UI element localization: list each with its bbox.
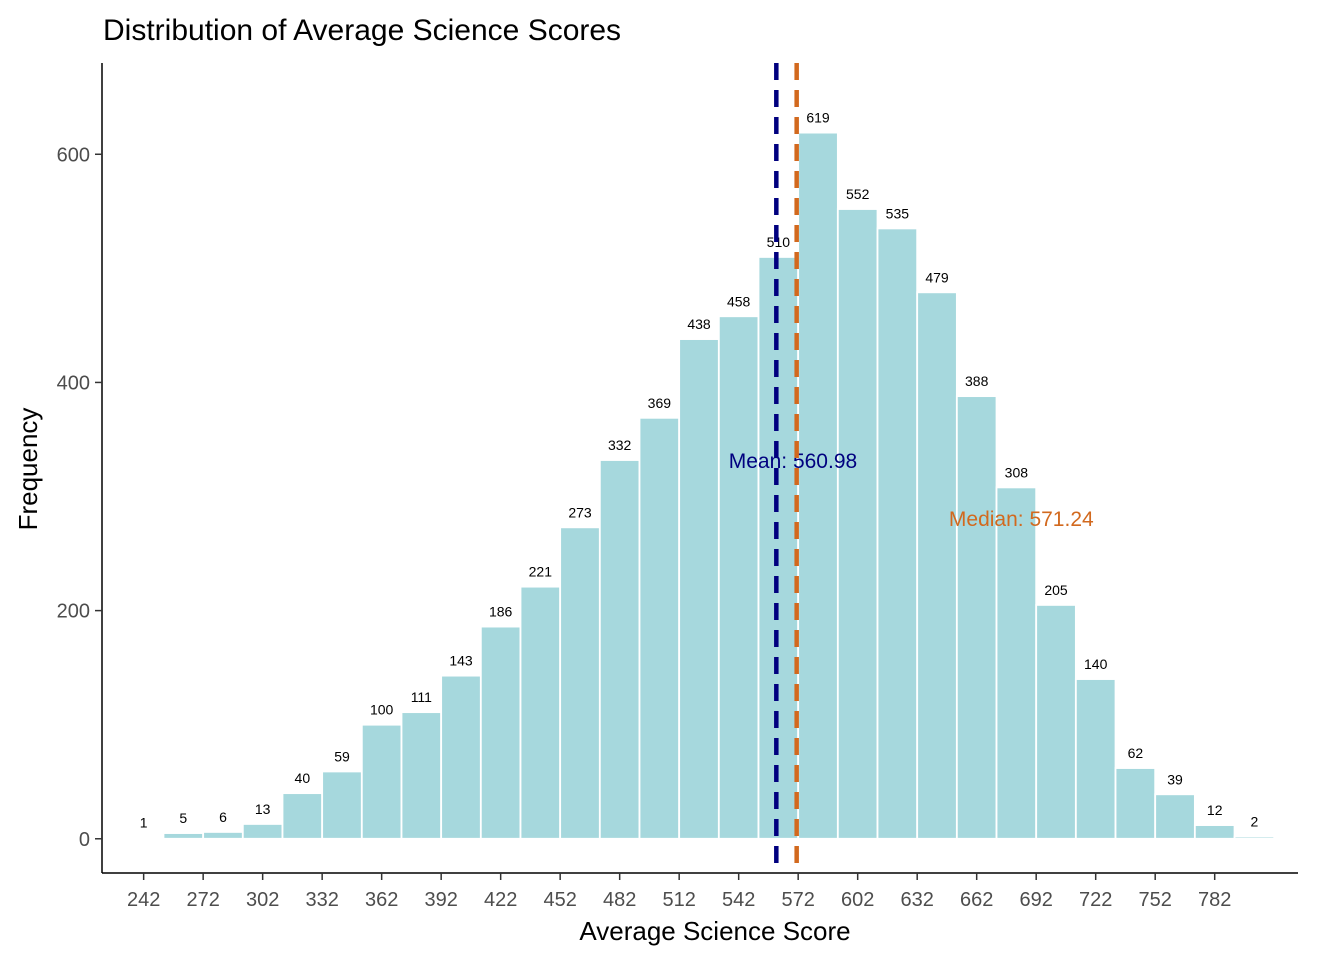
bar-count-label: 140: [1084, 656, 1108, 672]
reference-lines: Mean: 560.98 Median: 571.24: [729, 63, 1094, 873]
histogram-bar: [876, 227, 919, 840]
bar-count-label: 111: [411, 689, 432, 705]
histogram-bar: [638, 416, 681, 840]
histogram-bar: [1193, 824, 1236, 840]
x-tick-label: 602: [841, 889, 874, 911]
x-tick-label: 482: [603, 889, 636, 911]
median-label: Median: 571.24: [949, 508, 1094, 531]
bar-count-label: 388: [965, 373, 989, 389]
histogram-bar: [400, 711, 443, 840]
bars-group: [122, 131, 1276, 840]
bar-count-label: 479: [925, 269, 949, 285]
histogram-bar: [122, 836, 165, 840]
histogram-bar: [202, 831, 244, 840]
bar-count-label: 1: [140, 815, 148, 831]
histogram-bar: [1233, 835, 1276, 840]
bar-count-label: 186: [489, 604, 513, 620]
x-tick-label: 302: [246, 889, 279, 911]
x-axis-title: Average Science Score: [579, 916, 850, 946]
y-tick-label: 600: [57, 144, 90, 166]
bar-count-label: 535: [886, 205, 910, 221]
histogram-bar: [1154, 793, 1196, 840]
bar-labels-group: 1 5 6 13 40 59 100 111 143 186 221 273 332 369 438 458 5…: [140, 110, 1259, 831]
histogram-bar: [1114, 767, 1157, 840]
x-tick-label: 572: [781, 889, 814, 911]
histogram-bar: [360, 723, 403, 840]
x-tick-label: 422: [484, 889, 517, 911]
mean-label: Mean: 560.98: [729, 450, 857, 473]
bar-count-label: 39: [1167, 771, 1183, 787]
bar-count-label: 273: [568, 504, 592, 520]
histogram-bar: [321, 770, 363, 840]
bar-count-label: 62: [1128, 745, 1144, 761]
bar-count-label: 308: [1005, 464, 1029, 480]
x-tick-label: 452: [543, 889, 576, 911]
x-tick-label: 362: [365, 889, 398, 911]
histogram-bar: [678, 338, 720, 840]
histogram-bar: [479, 625, 522, 840]
bar-count-label: 221: [529, 564, 553, 580]
x-tick-label: 632: [900, 889, 933, 911]
x-tick-label: 272: [186, 889, 219, 911]
y-tick-label: 400: [57, 372, 90, 394]
histogram-bar: [559, 526, 601, 840]
bar-count-label: 12: [1207, 802, 1223, 818]
histogram-bar: [955, 395, 998, 840]
histogram-bar: [717, 315, 760, 840]
bar-count-label: 438: [687, 316, 711, 332]
bar-count-label: 59: [334, 748, 350, 764]
histogram-bar: [241, 823, 284, 840]
histogram-bar: [519, 585, 562, 840]
bar-count-label: 2: [1250, 813, 1258, 829]
histogram-bar: [836, 208, 879, 840]
bar-count-label: 143: [449, 653, 473, 669]
chart-title: Distribution of Average Science Scores: [103, 14, 621, 47]
bar-count-label: 13: [255, 801, 271, 817]
histogram-bar: [797, 131, 839, 840]
histogram-bar: [995, 486, 1038, 840]
y-tick-label: 200: [57, 601, 90, 623]
y-tick-label: 0: [79, 829, 90, 851]
histogram-bar: [281, 792, 324, 840]
histogram-bar: [440, 674, 482, 840]
y-axis-title: Frequency: [13, 408, 43, 531]
histogram-bar: [1035, 604, 1077, 840]
bar-count-label: 205: [1044, 582, 1068, 598]
bar-count-label: 369: [648, 395, 672, 411]
x-tick-label: 662: [960, 889, 993, 911]
x-tick-label: 782: [1198, 889, 1231, 911]
histogram-bar: [598, 459, 641, 840]
bar-count-label: 619: [806, 110, 830, 126]
x-tick-label: 392: [424, 889, 457, 911]
x-tick-label: 242: [127, 889, 160, 911]
x-tick-label: 692: [1020, 889, 1053, 911]
bar-count-label: 6: [219, 809, 227, 825]
x-tick-label: 722: [1079, 889, 1112, 911]
x-tick-label: 752: [1139, 889, 1172, 911]
bar-count-label: 552: [846, 186, 870, 202]
x-tick-label: 512: [662, 889, 695, 911]
histogram-bar: [916, 291, 958, 840]
histogram-bar: [1074, 678, 1117, 840]
bar-count-label: 458: [727, 293, 751, 309]
bar-count-label: 40: [295, 770, 311, 786]
bar-count-label: 332: [608, 437, 632, 453]
histogram-bar: [162, 832, 205, 840]
bar-count-label: 100: [370, 702, 394, 718]
bar-count-label: 5: [179, 810, 187, 826]
x-tick-label: 542: [722, 889, 755, 911]
x-tick-label: 332: [305, 889, 338, 911]
